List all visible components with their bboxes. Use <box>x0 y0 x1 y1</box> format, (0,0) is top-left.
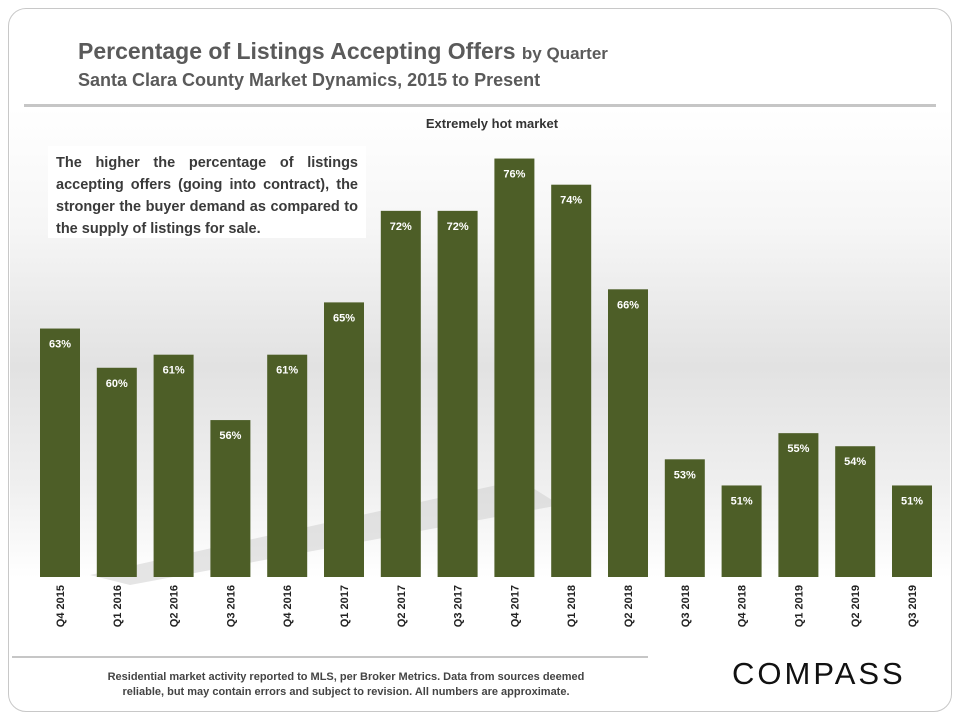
x-tick-label: Q4 2017 <box>509 585 521 627</box>
footnote-line-1: Residential market activity reported to … <box>107 671 585 683</box>
x-tick-label: Q3 2016 <box>225 585 237 627</box>
data-label: 74% <box>560 195 582 207</box>
bar-q3-2018 <box>664 459 705 577</box>
bar-q3-2017 <box>437 210 478 577</box>
annotation-label: Extremely hot market <box>425 116 559 131</box>
explanation-note: The higher the percentage of listings ac… <box>48 146 366 238</box>
x-tick-label: Q1 2018 <box>566 585 578 627</box>
x-tick-label: Q3 2019 <box>907 585 919 627</box>
bar-q4-2016 <box>267 354 308 577</box>
compass-logo: COMPASS <box>732 656 906 691</box>
x-tick-label: Q4 2015 <box>55 585 67 627</box>
x-tick-label: Q2 2019 <box>850 585 862 627</box>
data-label: 72% <box>390 221 412 233</box>
data-label: 51% <box>901 495 923 507</box>
bar-q4-2017 <box>494 158 535 578</box>
chart-subtitle: Santa Clara County Market Dynamics, 2015… <box>78 70 541 90</box>
chart-title-suffix: by Quarter <box>521 44 608 63</box>
x-tick-label: Q4 2018 <box>737 585 749 627</box>
bar-q2-2017 <box>380 210 421 577</box>
bar-q3-2016 <box>210 420 251 577</box>
x-tick-label: Q3 2018 <box>680 585 692 627</box>
bar-q1-2017 <box>324 302 364 577</box>
x-tick-label: Q3 2017 <box>453 585 465 627</box>
data-label: 60% <box>106 378 128 390</box>
bar-q3-2019 <box>892 485 932 577</box>
data-label: 65% <box>333 312 355 324</box>
x-tick-label: Q1 2016 <box>112 585 124 627</box>
footer-divider <box>12 656 648 658</box>
bar-q4-2018 <box>721 485 762 577</box>
data-label: 76% <box>503 169 525 181</box>
data-label: 63% <box>49 339 71 351</box>
data-label: 72% <box>447 221 469 233</box>
data-label: 55% <box>787 443 809 455</box>
x-tick-label: Q2 2018 <box>623 585 635 627</box>
x-tick-label: Q1 2017 <box>339 585 351 627</box>
data-label: 54% <box>844 456 866 468</box>
data-label: 56% <box>219 430 241 442</box>
bar-q1-2016 <box>96 367 137 577</box>
data-label: 51% <box>731 495 753 507</box>
header-divider <box>24 104 936 107</box>
data-label: 61% <box>163 365 185 377</box>
x-tick-label: Q2 2016 <box>169 585 181 627</box>
bar-q2-2019 <box>835 446 876 577</box>
bar-q4-2015 <box>40 328 80 577</box>
chart-title-main: Percentage of Listings Accepting Offers <box>78 38 516 64</box>
bar-q2-2016 <box>153 354 194 577</box>
bar-q1-2019 <box>778 433 819 577</box>
data-label: 53% <box>674 469 696 481</box>
bar-q1-2018 <box>551 184 592 577</box>
x-tick-label: Q1 2019 <box>793 585 805 627</box>
data-label: 66% <box>617 299 639 311</box>
footnote: Residential market activity reported to … <box>76 670 616 700</box>
footnote-line-2: reliable, but may contain errors and sub… <box>122 686 570 698</box>
bar-q2-2018 <box>608 289 648 577</box>
data-label: 61% <box>276 365 298 377</box>
chart-title: Percentage of Listings Accepting Offers … <box>78 38 608 65</box>
x-tick-label: Q2 2017 <box>396 585 408 627</box>
x-tick-label: Q4 2016 <box>282 585 294 627</box>
